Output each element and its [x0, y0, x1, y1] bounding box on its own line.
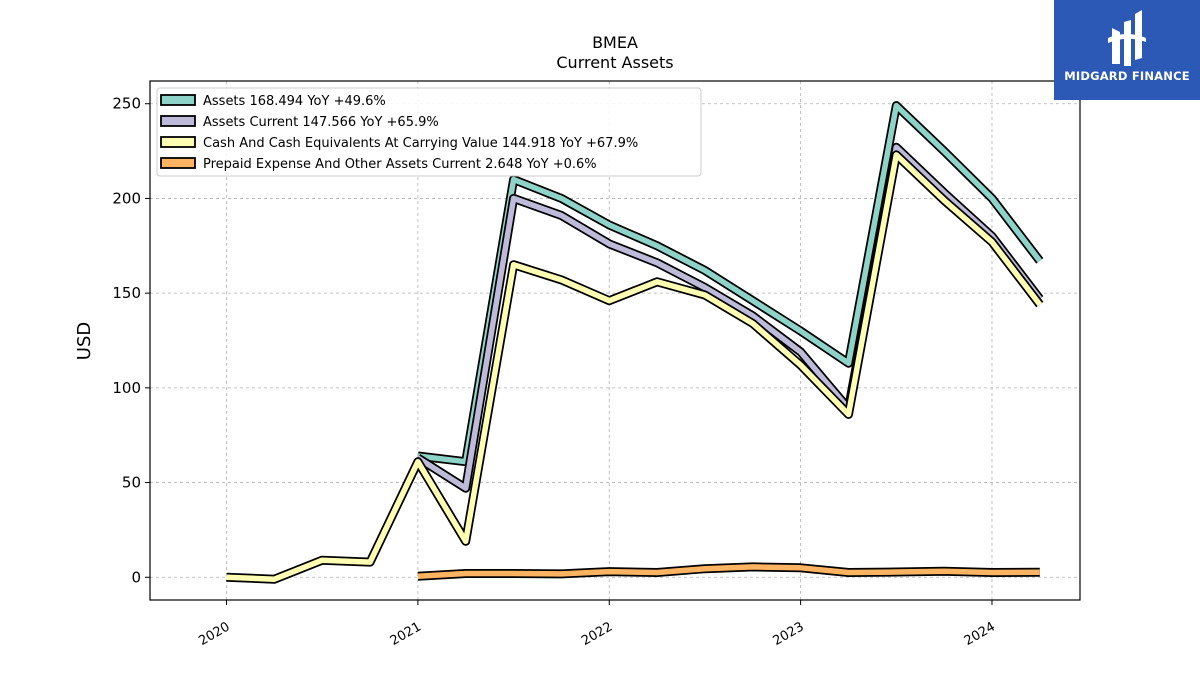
- legend: Assets 168.494 YoY +49.6% Assets Current …: [156, 87, 702, 177]
- y-tick-label: 250: [112, 95, 141, 113]
- chart-subtitle: Current Assets: [556, 53, 673, 72]
- x-tick-label: 2024: [962, 619, 998, 649]
- legend-entry-1: Assets 168.494 YoY +49.6%: [160, 94, 386, 109]
- legend-entry-2: Assets Current 147.566 YoY +65.9%: [160, 115, 439, 130]
- y-tick-label: 150: [112, 284, 141, 302]
- legend-swatch: [160, 136, 196, 148]
- series-stroke: [416, 144, 1042, 491]
- chart-title: BMEA: [592, 33, 638, 52]
- series-stroke: [417, 564, 1040, 580]
- series-line-1: [417, 101, 1044, 467]
- y-tick-label: 100: [112, 379, 141, 397]
- legend-swatch: [160, 157, 196, 169]
- legend-label: Assets 168.494 YoY +49.6%: [203, 94, 386, 109]
- series-line-4: [417, 562, 1040, 581]
- series-line-3: [226, 150, 1044, 584]
- legend-label: Prepaid Expense And Other Assets Current…: [203, 157, 597, 172]
- y-tick-label: 50: [122, 474, 141, 492]
- plot-series: [226, 101, 1044, 584]
- legend-box: [156, 87, 702, 177]
- x-tick-label: 2023: [770, 619, 806, 649]
- legend-swatch: [160, 115, 196, 127]
- legend-entry-3: Cash And Cash Equivalents At Carrying Va…: [160, 136, 638, 151]
- series-outline: [226, 150, 1044, 584]
- x-tick-label: 2020: [196, 619, 232, 649]
- x-tick-label: 2022: [579, 619, 615, 649]
- x-tick-label: 2021: [388, 619, 424, 649]
- midgard-logo-icon: [1108, 10, 1146, 66]
- plot-frame: [149, 80, 1081, 601]
- y-tick-label: 200: [112, 189, 141, 207]
- legend-label: Cash And Cash Equivalents At Carrying Va…: [203, 136, 638, 151]
- y-tick-label: 0: [131, 568, 141, 586]
- legend-entry-4: Prepaid Expense And Other Assets Current…: [160, 157, 597, 172]
- legend-swatch: [160, 94, 196, 106]
- legend-label: Assets Current 147.566 YoY +65.9%: [203, 115, 439, 130]
- logo-text: MIDGARD FINANCE: [1064, 69, 1190, 83]
- y-axis: 0 50 100 150 200 250: [112, 95, 150, 586]
- midgard-finance-logo: MIDGARD FINANCE: [1054, 0, 1200, 100]
- y-axis-label: USD: [74, 322, 95, 360]
- series-stroke: [226, 152, 1042, 582]
- series-line-2: [415, 142, 1044, 493]
- series-stroke: [417, 102, 1042, 465]
- x-axis: 2020 2021 2022 2023 2024: [196, 600, 998, 649]
